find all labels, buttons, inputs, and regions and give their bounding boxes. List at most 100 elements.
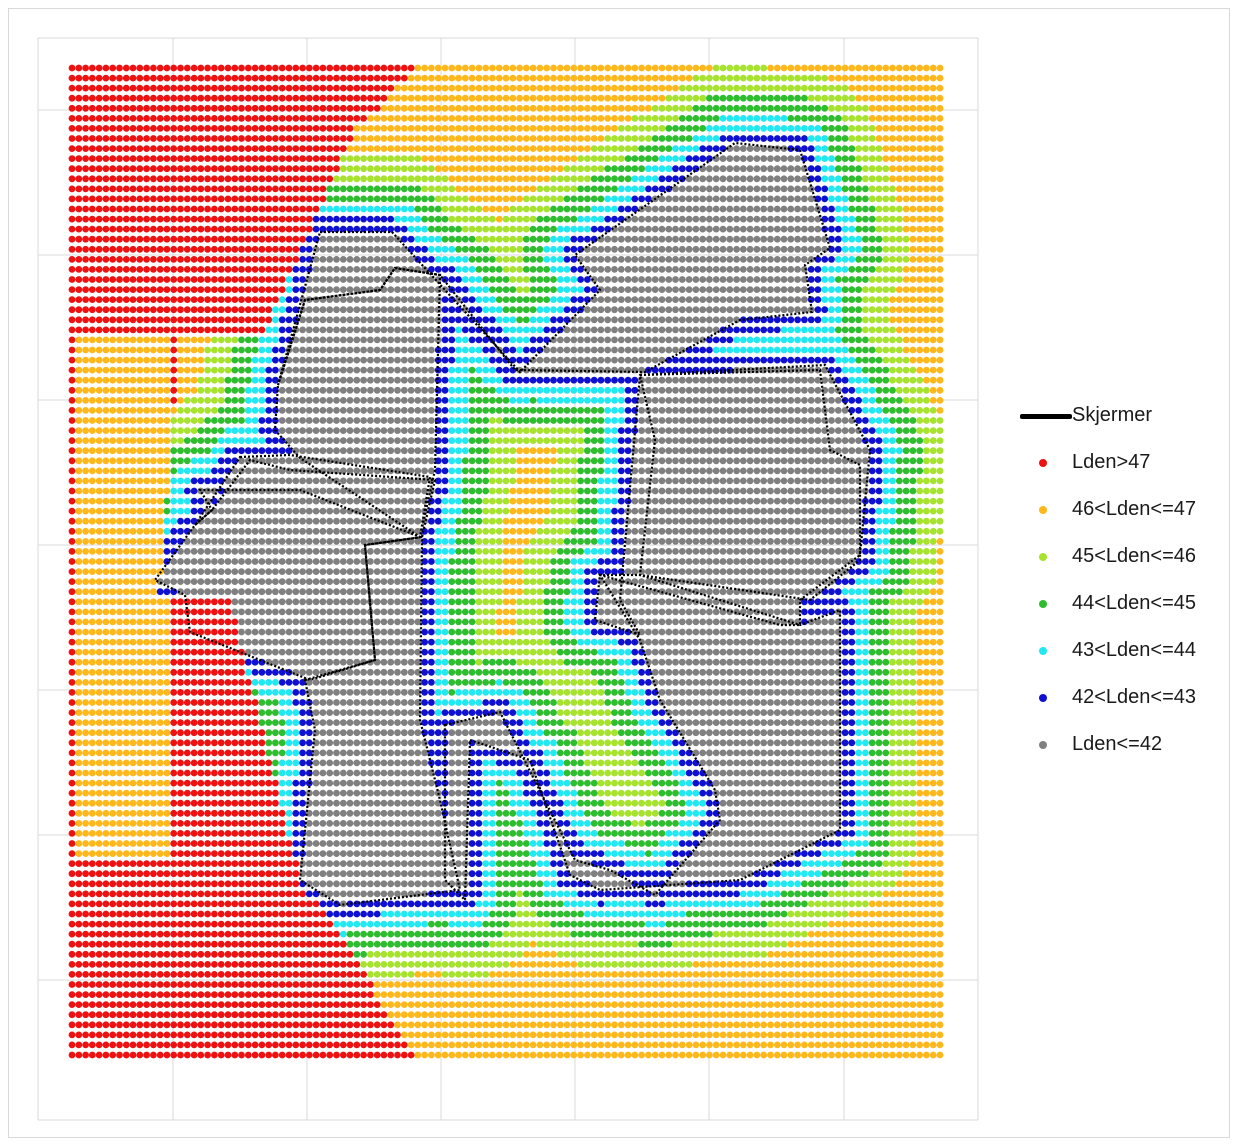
noise-point — [353, 266, 361, 273]
noise-point — [109, 407, 117, 414]
noise-point — [780, 346, 788, 354]
noise-point — [841, 245, 849, 253]
noise-point — [224, 235, 232, 243]
noise-point — [312, 94, 320, 102]
noise-point — [733, 135, 740, 142]
noise-point — [475, 145, 483, 153]
noise-point — [889, 225, 896, 233]
noise-point — [272, 135, 279, 142]
noise-point — [611, 356, 618, 364]
noise-point — [380, 94, 388, 102]
noise-point — [780, 64, 788, 72]
noise-point — [821, 84, 829, 92]
noise-point — [434, 356, 442, 364]
noise-point — [929, 346, 937, 354]
noise-point — [760, 74, 768, 82]
noise-point — [333, 165, 340, 173]
noise-point — [801, 245, 808, 253]
noise-point — [333, 205, 340, 213]
noise-point — [278, 74, 286, 82]
noise-point — [597, 94, 605, 102]
noise-point — [529, 437, 537, 444]
noise-point — [217, 266, 225, 273]
noise-point — [258, 356, 266, 364]
noise-point — [848, 145, 856, 153]
noise-point — [204, 165, 212, 173]
noise-point — [516, 74, 523, 82]
noise-point — [563, 165, 571, 173]
noise-point — [916, 94, 924, 102]
noise-point — [550, 74, 557, 82]
noise-point — [909, 124, 917, 132]
noise-point — [848, 124, 856, 132]
noise-point — [353, 124, 361, 132]
noise-point — [143, 447, 151, 455]
noise-point — [536, 286, 544, 293]
noise-point — [794, 407, 801, 414]
noise-point — [333, 104, 340, 112]
noise-point — [475, 135, 483, 142]
noise-point — [407, 306, 415, 314]
noise-point — [604, 256, 612, 263]
noise-point — [238, 145, 245, 153]
noise-point — [570, 195, 578, 203]
noise-point — [638, 185, 645, 193]
noise-point — [563, 407, 571, 414]
noise-point — [305, 306, 313, 314]
noise-point — [936, 245, 944, 253]
noise-point — [292, 276, 300, 283]
noise-point — [109, 94, 117, 102]
noise-points — [68, 64, 944, 1059]
noise-point — [88, 336, 96, 344]
noise-point — [862, 195, 869, 203]
noise-point — [333, 215, 340, 223]
noise-point — [563, 427, 571, 434]
noise-point — [868, 376, 876, 384]
noise-point — [733, 407, 740, 414]
noise-point — [421, 306, 428, 314]
noise-point — [272, 84, 279, 92]
noise-point — [95, 326, 103, 334]
noise-point — [672, 155, 679, 163]
noise-point — [251, 135, 259, 142]
noise-point — [617, 205, 625, 213]
noise-point — [672, 225, 679, 233]
noise-point — [563, 94, 571, 102]
noise-point — [163, 386, 171, 394]
noise-point — [536, 74, 544, 82]
noise-point — [367, 356, 374, 364]
noise-point — [482, 336, 490, 344]
noise-point — [692, 185, 700, 193]
noise-point — [543, 185, 551, 193]
noise-point — [929, 175, 937, 183]
noise-point — [760, 155, 768, 163]
noise-point — [550, 195, 557, 203]
noise-point — [699, 306, 707, 314]
noise-point — [183, 205, 191, 213]
noise-point — [611, 256, 618, 263]
noise-point — [455, 417, 462, 424]
noise-point — [197, 286, 205, 293]
noise-point — [889, 306, 896, 314]
noise-point — [916, 185, 924, 193]
noise-point — [617, 386, 625, 394]
noise-point — [502, 336, 510, 344]
noise-point — [862, 145, 869, 153]
noise-point — [387, 437, 395, 444]
noise-point — [421, 215, 428, 223]
noise-point — [509, 145, 517, 153]
noise-point — [685, 245, 693, 253]
noise-point — [678, 225, 686, 233]
noise-point — [156, 165, 164, 173]
noise-point — [509, 64, 517, 72]
noise-point — [455, 205, 462, 213]
noise-point — [156, 94, 164, 102]
noise-point — [407, 74, 415, 82]
noise-point — [244, 336, 252, 344]
noise-point — [604, 437, 612, 444]
noise-point — [719, 346, 727, 354]
noise-point — [692, 286, 700, 293]
noise-point — [895, 205, 903, 213]
noise-point — [217, 225, 225, 233]
noise-point — [522, 256, 530, 263]
